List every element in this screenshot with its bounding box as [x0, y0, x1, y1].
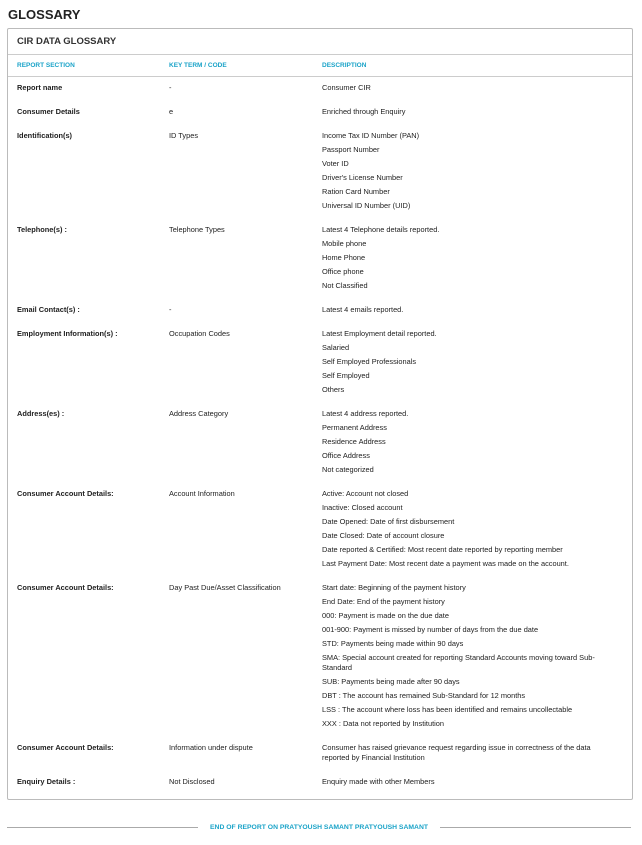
- divider: [7, 827, 198, 828]
- report-footer: END OF REPORT ON PRATYOUSH SAMANT PRATYO…: [7, 824, 632, 831]
- description-line: Not categorized: [322, 465, 374, 474]
- table-row: Telephone(s) : Telephone Types Latest 4 Te…: [8, 219, 632, 299]
- description-line: Universal ID Number (UID): [322, 201, 411, 210]
- table-row: Address(es) : Address Category Latest 4 ad…: [8, 403, 632, 483]
- description-line: DBT : The account has remained Sub-Stand…: [322, 691, 526, 700]
- key-term: Day Past Due/Asset Classification: [169, 583, 281, 592]
- key-term: -: [169, 83, 172, 92]
- key-term: Telephone Types: [169, 225, 225, 234]
- description-line: LSS : The account where loss has been id…: [322, 705, 573, 714]
- key-term: -: [169, 305, 172, 314]
- description-line: Office Address: [322, 451, 370, 460]
- report-section: Consumer Details: [17, 107, 80, 116]
- page-title: GLOSSARY: [8, 7, 81, 22]
- description-line: Home Phone: [322, 253, 366, 262]
- description: Latest 4 emails reported.: [322, 303, 610, 317]
- table-row: Consumer Account Details: Day Past Due/As…: [8, 577, 632, 737]
- table-row: Consumer Account Details: Information und…: [8, 737, 632, 771]
- column-header-section: REPORT SECTION: [17, 62, 75, 69]
- description-line: Latest 4 Telephone details reported.: [322, 225, 440, 234]
- table-row: Consumer Details e Enriched through Enquir…: [8, 101, 632, 125]
- description-line: Residence Address: [322, 437, 386, 446]
- description: Consumer CIR: [322, 81, 610, 95]
- key-term: Information under dispute: [169, 743, 253, 752]
- report-section: Consumer Account Details:: [17, 743, 114, 752]
- description: Enquiry made with other Members: [322, 775, 610, 789]
- description-line: End Date: End of the payment history: [322, 597, 445, 606]
- description-line: Date Closed: Date of account closure: [322, 531, 445, 540]
- description: Active: Account not closed Inactive: Clos…: [322, 487, 610, 571]
- table-row: Report name - Consumer CIR: [8, 77, 632, 101]
- key-term: Not Disclosed: [169, 777, 215, 786]
- report-section: Report name: [17, 83, 63, 92]
- end-of-report-text: END OF REPORT ON PRATYOUSH SAMANT PRATYO…: [210, 824, 429, 831]
- description-line: XXX : Data not reported by Institution: [322, 719, 445, 728]
- description-line: 000: Payment is made on the due date: [322, 611, 449, 620]
- description-line: Driver's License Number: [322, 173, 403, 182]
- table-header: REPORT SECTION KEY TERM / CODE DESCRIPTI…: [8, 55, 632, 77]
- description-line: Active: Account not closed: [322, 489, 409, 498]
- description-line: Self Employed: [322, 371, 370, 380]
- description-line: Start date: Beginning of the payment his…: [322, 583, 466, 592]
- description: Start date: Beginning of the payment his…: [322, 581, 610, 731]
- description-line: Inactive: Closed account: [322, 503, 403, 512]
- description: Enriched through Enquiry: [322, 105, 610, 119]
- report-section: Consumer Account Details:: [17, 583, 114, 592]
- description-line: Self Employed Professionals: [322, 357, 417, 366]
- description-line: SUB: Payments being made after 90 days: [322, 677, 460, 686]
- description-line: Enquiry made with other Members: [322, 777, 435, 786]
- report-section: Enquiry Details :: [17, 777, 76, 786]
- description-line: Consumer CIR: [322, 83, 371, 92]
- description-line: Office phone: [322, 267, 364, 276]
- column-header-description: DESCRIPTION: [322, 62, 367, 69]
- description-line: Salaried: [322, 343, 350, 352]
- key-term: Account Information: [169, 489, 235, 498]
- column-header-term: KEY TERM / CODE: [169, 62, 227, 69]
- description-line: Enriched through Enquiry: [322, 107, 406, 116]
- key-term: ID Types: [169, 131, 199, 140]
- description: Latest 4 address reported. Permanent Addr…: [322, 407, 610, 477]
- report-section: Consumer Account Details:: [17, 489, 114, 498]
- description: Latest 4 Telephone details reported. Mobi…: [322, 223, 610, 293]
- description-line: Passport Number: [322, 145, 380, 154]
- report-section: Employment Information(s) :: [17, 329, 118, 338]
- description-line: Consumer has raised grievance request re…: [322, 743, 591, 762]
- description-line: 001-900: Payment is missed by number of …: [322, 625, 539, 634]
- report-section: Address(es) :: [17, 409, 65, 418]
- table-row: Consumer Account Details: Account Informa…: [8, 483, 632, 577]
- description: Income Tax ID Number (PAN) Passport Numbe…: [322, 129, 610, 213]
- description: Consumer has raised grievance request re…: [322, 741, 610, 765]
- description-line: SMA: Special account created for reporti…: [322, 653, 595, 672]
- description-line: Latest Employment detail reported.: [322, 329, 437, 338]
- table-row: Enquiry Details : Not Disclosed Enquiry ma…: [8, 771, 632, 795]
- key-term: Occupation Codes: [169, 329, 230, 338]
- key-term: e: [169, 107, 174, 116]
- report-section: Email Contact(s) :: [17, 305, 80, 314]
- description-line: Not Classified: [322, 281, 368, 290]
- description-line: Others: [322, 385, 345, 394]
- description-line: Permanent Address: [322, 423, 387, 432]
- description-line: Last Payment Date: Most recent date a pa…: [322, 559, 569, 568]
- report-section: Telephone(s) :: [17, 225, 67, 234]
- table-row: Employment Information(s) : Occupation Co…: [8, 323, 632, 403]
- description-line: Mobile phone: [322, 239, 367, 248]
- description-line: Latest 4 address reported.: [322, 409, 409, 418]
- description: Latest Employment detail reported. Salari…: [322, 327, 610, 397]
- table-body: Report name - Consumer CIR Consumer Details…: [8, 77, 632, 795]
- glossary-panel: CIR DATA GLOSSARY REPORT SECTION KEY TER…: [7, 28, 633, 800]
- key-term: Address Category: [169, 409, 229, 418]
- description-line: Date reported & Certified: Most recent d…: [322, 545, 563, 554]
- description-line: Date Opened: Date of first disbursement: [322, 517, 455, 526]
- description-line: STD: Payments being made within 90 days: [322, 639, 464, 648]
- description-line: Income Tax ID Number (PAN): [322, 131, 420, 140]
- panel-title: CIR DATA GLOSSARY: [8, 29, 632, 55]
- table-row: Email Contact(s) : - Latest 4 emails repor…: [8, 299, 632, 323]
- description-line: Voter ID: [322, 159, 349, 168]
- description-line: Ration Card Number: [322, 187, 390, 196]
- description-line: Latest 4 emails reported.: [322, 305, 404, 314]
- report-section: Identification(s): [17, 131, 73, 140]
- divider: [440, 827, 632, 828]
- table-row: Identification(s) ID Types Income Tax ID N…: [8, 125, 632, 219]
